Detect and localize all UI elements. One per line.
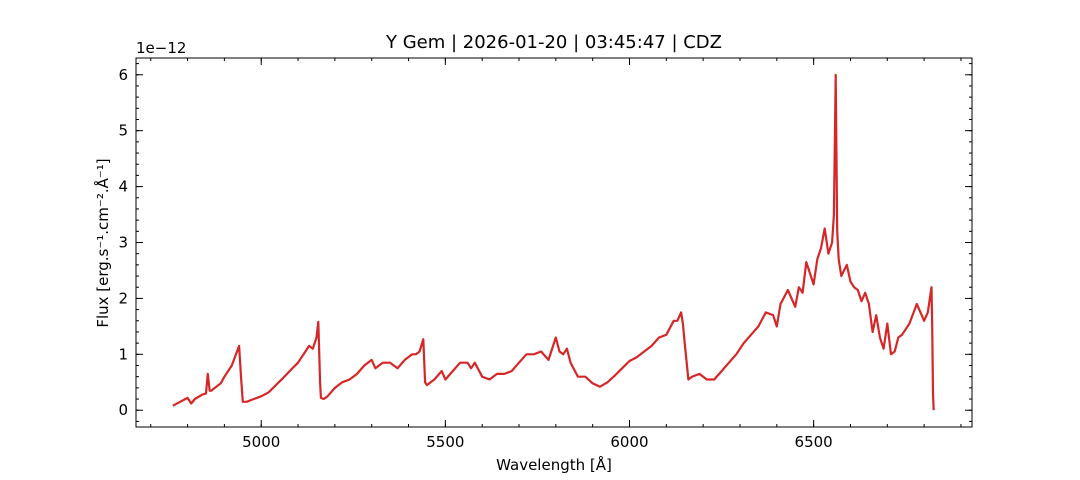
x-tick-label: 6000 [610,433,648,451]
x-tick-label: 6500 [795,433,833,451]
y-tick-label: 1 [118,345,128,363]
axis-tick-labels: 5000 5500 6000 6500 0 1 2 3 4 5 6 [118,66,832,451]
y-tick-label: 5 [118,122,128,140]
y-tick-label: 3 [118,234,128,252]
y-tick-label: 2 [118,289,128,307]
x-tick-label: 5000 [242,433,280,451]
x-axis-label: Wavelength [Å] [496,455,612,474]
plot-frame [135,57,973,428]
chart-title: Y Gem | 2026-01-20 | 03:45:47 | CDZ [385,32,722,53]
y-axis-label: Flux [erg.s⁻¹.cm⁻².Å⁻¹] [93,158,112,327]
y-offset-label: 1e−12 [136,39,186,57]
series-line [172,73,935,411]
y-tick-label: 0 [118,401,128,419]
y-tick-label: 4 [118,178,128,196]
y-tick-label: 6 [118,66,128,84]
axis-ticks [136,58,972,427]
x-tick-label: 5500 [426,433,464,451]
